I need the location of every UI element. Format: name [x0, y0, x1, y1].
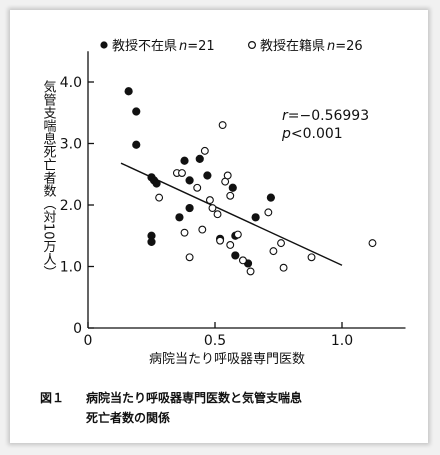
legend-label-series-1: 教授不在県 n=21: [112, 38, 215, 54]
data-point-open: [223, 171, 232, 180]
data-point-open: [368, 239, 377, 248]
y-tick-label: 4.0: [60, 75, 82, 91]
figure-frame: [10, 10, 428, 443]
caption-line-2: 死亡者数の関係: [86, 411, 171, 425]
data-point-open: [213, 210, 222, 219]
data-point-open: [269, 247, 278, 256]
data-point-filled: [231, 251, 240, 260]
legend-marker-open: [248, 40, 257, 49]
x-tick-label: 1.0: [331, 333, 353, 349]
data-point-open: [208, 204, 217, 213]
caption-line-1: 病院当たり呼吸器専門医数と気管支喘息: [86, 391, 303, 405]
x-tick-label: 0.5: [204, 333, 226, 349]
p-value-annotation: p<0.001: [281, 126, 343, 142]
data-point-filled: [132, 107, 141, 116]
data-point-open: [279, 263, 288, 272]
data-point-open: [226, 241, 235, 249]
x-axis-title: 病院当たり呼吸器専門医数: [149, 352, 305, 367]
data-point-filled: [175, 213, 184, 222]
y-tick-label: 0: [73, 321, 82, 337]
legend-marker-filled: [100, 41, 108, 49]
data-point-open: [216, 236, 225, 245]
data-point-filled: [203, 171, 212, 180]
correlation-annotation: r=−0.56993: [282, 108, 369, 124]
data-point-open: [185, 253, 194, 262]
y-tick-label: 3.0: [60, 137, 82, 153]
data-point-filled: [266, 193, 275, 202]
data-point-filled: [195, 154, 204, 163]
data-point-filled: [251, 213, 260, 222]
figure-number: 図１: [40, 391, 65, 405]
data-point-open: [233, 230, 242, 239]
data-point-open: [178, 169, 186, 177]
data-point-filled: [228, 183, 237, 192]
data-point-open: [200, 146, 209, 155]
y-tick-label: 1.0: [60, 260, 82, 276]
data-point-filled: [180, 156, 189, 165]
legend-label-series-2: 教授在籍県 n=26: [260, 38, 363, 54]
data-point-open: [180, 228, 189, 237]
data-point-filled: [132, 140, 141, 149]
data-point-open: [155, 193, 164, 202]
data-point-filled: [124, 87, 133, 96]
data-point-open: [277, 239, 285, 248]
data-point-open: [218, 121, 227, 130]
data-point-filled: [147, 237, 156, 246]
data-point-open: [193, 183, 202, 192]
data-point-open: [264, 208, 273, 217]
y-tick-label: 2.0: [60, 198, 82, 214]
legend: 教授不在県 n=21 教授在籍県 n=26: [100, 38, 363, 54]
data-point-open: [246, 267, 255, 276]
data-point-open: [238, 256, 247, 265]
data-point-open: [198, 225, 207, 234]
data-point-filled: [185, 203, 194, 213]
data-point-filled: [185, 176, 194, 185]
y-axis-title: 気管支喘息死亡者数（対10万人）: [41, 79, 57, 278]
data-point-filled: [152, 179, 161, 188]
plot-area: 0 1.0 2.0 3.0 4.0 0 0.5 1.0: [60, 51, 406, 349]
figure-caption: 図１ 病院当たり呼吸器専門医数と気管支喘息 死亡者数の関係: [40, 388, 302, 428]
data-point-open: [307, 253, 316, 262]
data-point-open: [226, 191, 235, 200]
x-tick-label: 0: [84, 333, 93, 349]
data-point-open: [205, 196, 214, 205]
